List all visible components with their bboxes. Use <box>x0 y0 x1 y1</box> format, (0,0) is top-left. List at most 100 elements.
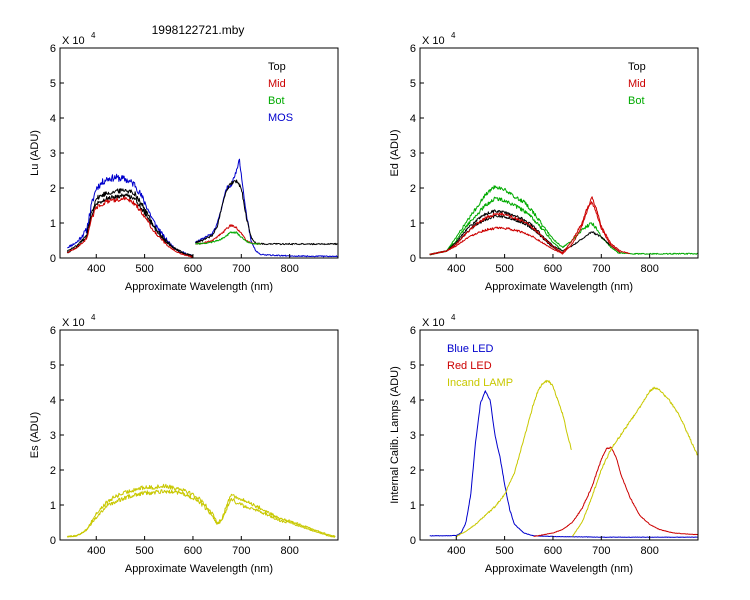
y-tick-label: 1 <box>50 500 56 512</box>
y-tick-label: 2 <box>410 465 416 477</box>
y-tick-label: 1 <box>410 500 416 512</box>
x-tick-label: 700 <box>232 545 250 557</box>
x-tick-label: 500 <box>135 263 153 275</box>
y-tick-label: 5 <box>50 360 56 372</box>
series-group <box>429 379 698 538</box>
figure-title: 1998122721.mby <box>152 23 245 37</box>
y-tick-label: 1 <box>50 218 56 230</box>
x-tick-label: 600 <box>184 545 202 557</box>
chart-panel-lu: 400 500 600 700 800 0 1 2 3 4 5 6 X 10 4 Approximate W… <box>29 31 339 293</box>
x-tick-label: 400 <box>447 545 465 557</box>
axis-multiplier-exponent: 4 <box>451 313 456 322</box>
y-tick-label: 3 <box>50 430 56 442</box>
x-tick-label: 700 <box>232 263 250 275</box>
y-tick-label: 3 <box>410 430 416 442</box>
series-line-bot <box>429 185 698 256</box>
series-line-mid <box>429 196 630 255</box>
x-tick-label: 700 <box>592 263 610 275</box>
legend-entry: Blue LED <box>447 343 494 355</box>
legend-entry: Bot <box>268 95 285 107</box>
y-tick-label: 2 <box>410 183 416 195</box>
x-tick-label: 600 <box>544 263 562 275</box>
y-tick-label: 4 <box>410 395 416 407</box>
series-line-top <box>195 179 338 246</box>
series-line-bot <box>429 196 563 256</box>
legend: Top Mid Bot MOS <box>268 61 293 124</box>
y-axis-label: Ed (ADU) <box>389 129 401 176</box>
y-tick-label: 5 <box>50 78 56 90</box>
y-tick-label: 0 <box>410 253 416 265</box>
legend: Top Mid Bot <box>628 61 646 107</box>
plot-frame <box>419 47 699 259</box>
x-axis-label: Approximate Wavelength (nm) <box>125 563 273 575</box>
axis-multiplier-exponent: 4 <box>91 31 96 40</box>
series-line-red-led <box>533 446 698 537</box>
legend-entry: Bot <box>628 95 645 107</box>
axis-multiplier-exponent: 4 <box>451 31 456 40</box>
y-tick-label: 3 <box>50 148 56 160</box>
series-line-blue-led <box>429 390 698 538</box>
y-tick-label: 0 <box>50 253 56 265</box>
x-tick-label: 800 <box>280 263 298 275</box>
x-tick-label: 800 <box>640 263 658 275</box>
y-tick-label: 1 <box>410 218 416 230</box>
y-tick-label: 4 <box>50 113 56 125</box>
x-tick-label: 500 <box>495 545 513 557</box>
x-tick-label: 800 <box>280 545 298 557</box>
series-line-mos <box>67 173 193 257</box>
x-axis-label: Approximate Wavelength (nm) <box>485 563 633 575</box>
axis-multiplier: X 10 <box>62 35 85 47</box>
axis-multiplier: X 10 <box>62 317 85 329</box>
x-tick-label: 600 <box>184 263 202 275</box>
series-line-mid <box>429 201 621 255</box>
y-axis-label: Lu (ADU) <box>29 130 41 176</box>
axis-multiplier: X 10 <box>422 35 445 47</box>
x-tick-label: 800 <box>640 545 658 557</box>
y-tick-label: 6 <box>50 325 56 337</box>
y-tick-label: 2 <box>50 183 56 195</box>
y-tick-label: 6 <box>50 43 56 55</box>
legend-entry: Top <box>268 61 286 73</box>
legend-entry: Incand LAMP <box>447 377 513 389</box>
series-line-es <box>67 489 336 538</box>
axis-multiplier-exponent: 4 <box>91 313 96 322</box>
series-group <box>66 483 336 538</box>
y-tick-label: 5 <box>410 360 416 372</box>
plot-frame <box>59 47 339 259</box>
legend-entry: Mid <box>268 78 286 90</box>
legend: Blue LED Red LED Incand LAMP <box>447 343 513 389</box>
series-line-es <box>66 483 336 538</box>
y-axis-label: Internal Calib. Lamps (ADU) <box>389 366 401 504</box>
x-tick-label: 400 <box>87 263 105 275</box>
y-tick-label: 3 <box>410 148 416 160</box>
chart-panel-lamps: 400 500 600 700 800 0 1 2 3 4 5 6 X 10 4 Approximate W… <box>389 313 699 575</box>
chart-panel-es: 400 500 600 700 800 0 1 2 3 4 5 6 X 10 4 Approximate W… <box>29 313 339 575</box>
y-tick-label: 4 <box>410 113 416 125</box>
series-line-incand-lamp <box>456 379 572 537</box>
series-line-top <box>429 209 621 255</box>
legend-entry: MOS <box>268 112 293 124</box>
series-line-top <box>66 193 193 257</box>
x-axis-label: Approximate Wavelength (nm) <box>125 281 273 293</box>
series-line-mid <box>195 224 261 245</box>
series-line-bot <box>195 231 261 245</box>
x-tick-label: 400 <box>447 263 465 275</box>
legend-entry: Top <box>628 61 646 73</box>
series-group <box>429 185 698 256</box>
legend-entry: Red LED <box>447 360 492 372</box>
x-tick-label: 400 <box>87 545 105 557</box>
y-tick-label: 5 <box>410 78 416 90</box>
x-tick-label: 600 <box>544 545 562 557</box>
series-group <box>66 158 338 258</box>
axis-multiplier: X 10 <box>422 317 445 329</box>
y-tick-label: 0 <box>50 535 56 547</box>
y-axis-label: Es (ADU) <box>29 412 41 458</box>
series-line-mos <box>194 158 338 258</box>
y-tick-label: 6 <box>410 43 416 55</box>
x-tick-label: 500 <box>135 545 153 557</box>
series-line-incand-lamp <box>571 386 698 537</box>
y-tick-label: 4 <box>50 395 56 407</box>
y-tick-label: 6 <box>410 325 416 337</box>
